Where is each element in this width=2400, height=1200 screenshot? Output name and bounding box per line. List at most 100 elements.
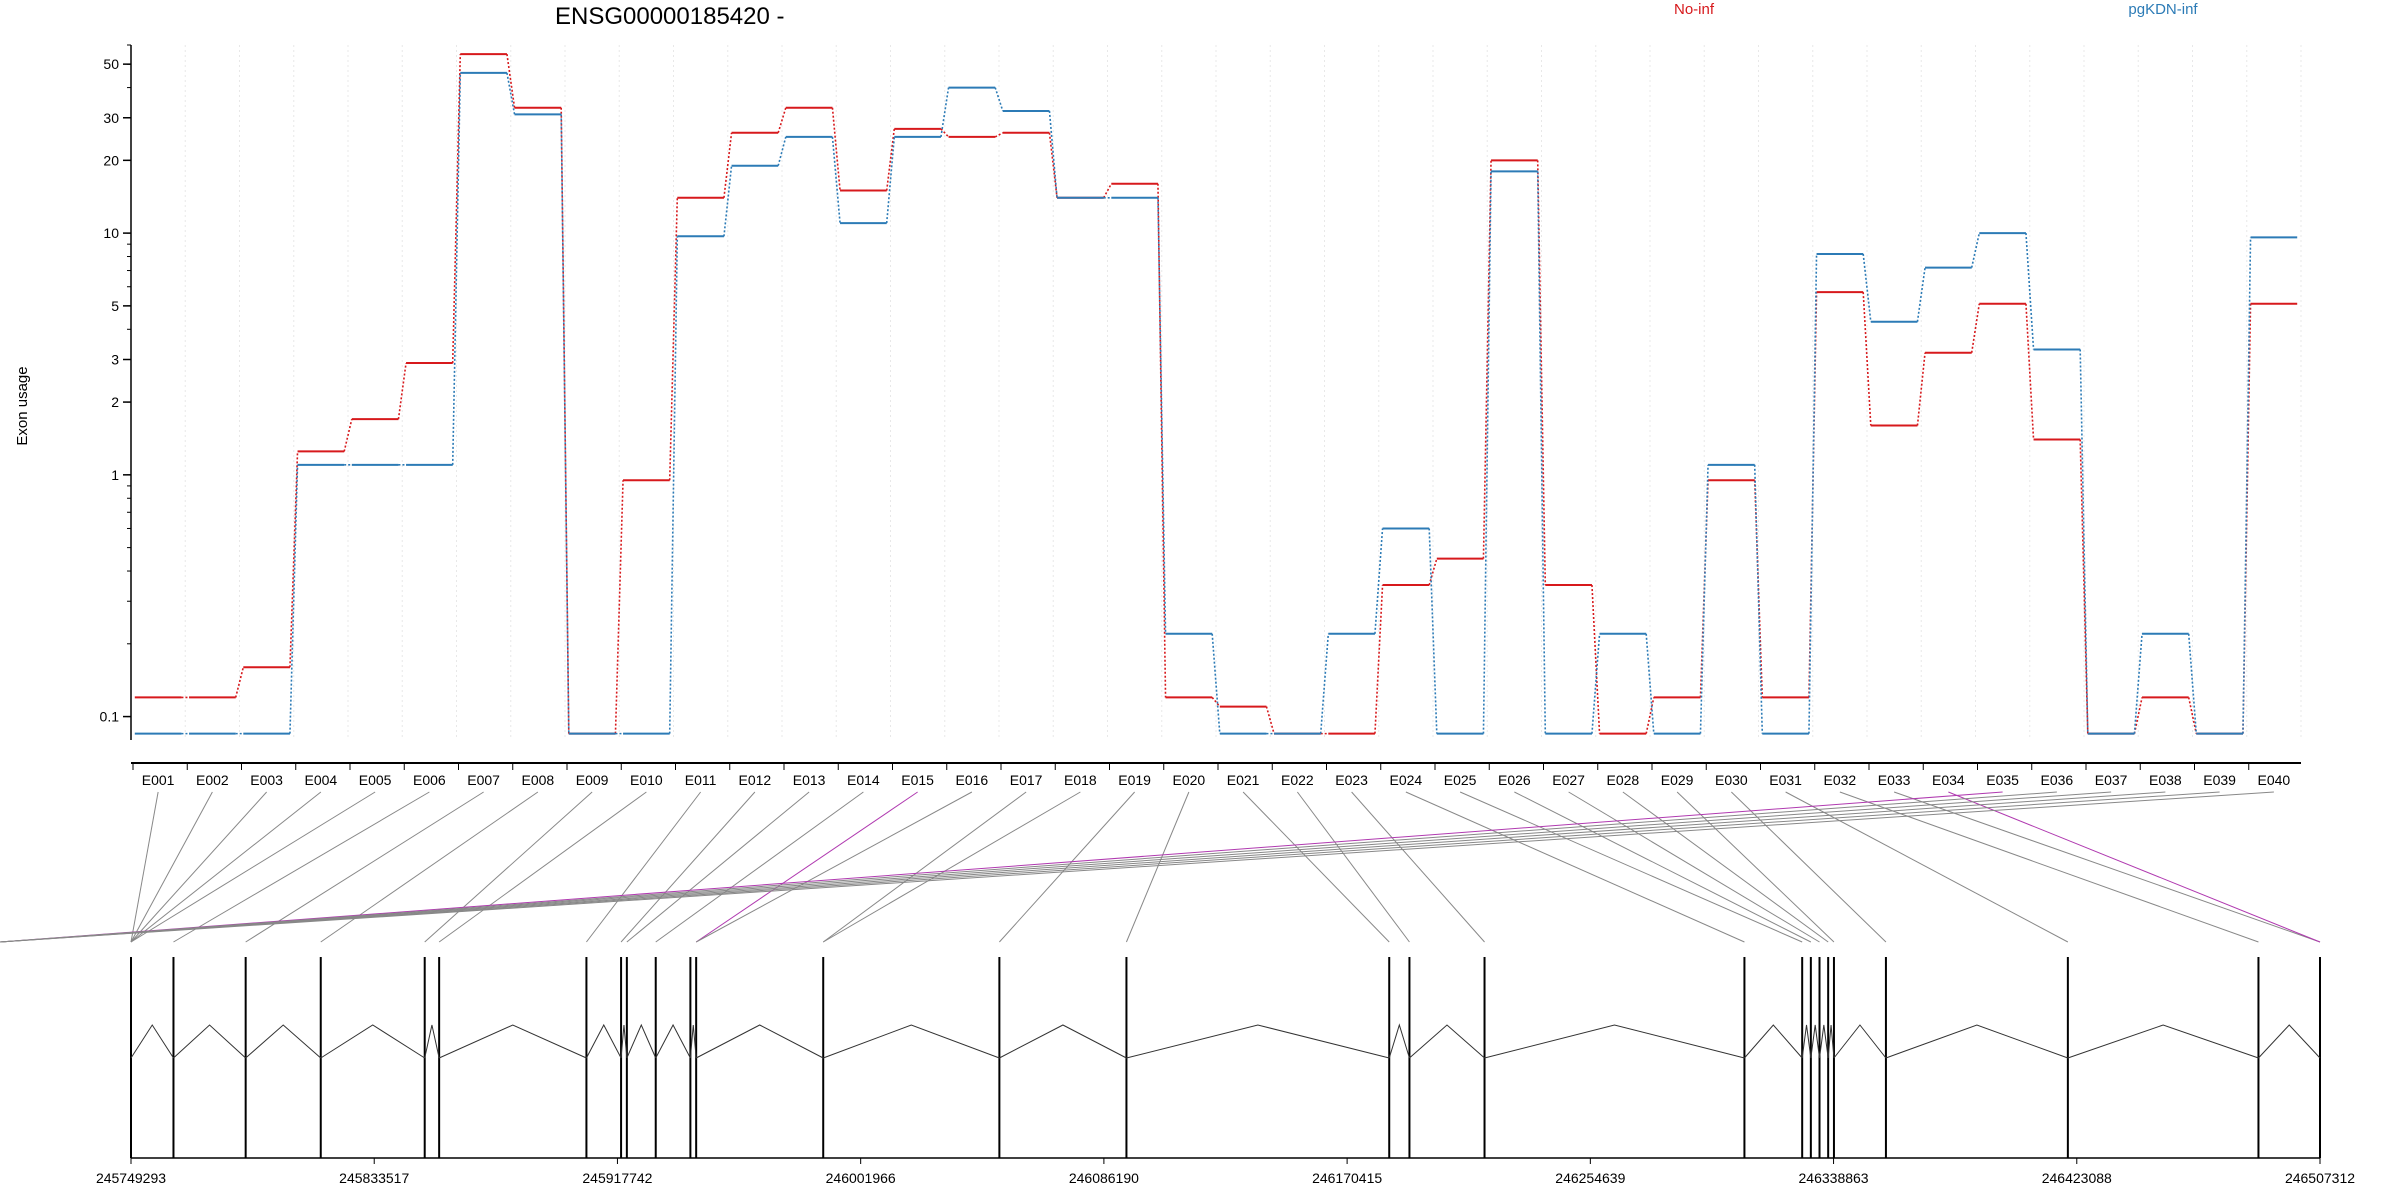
genome-tick-label: 246001966 [826,1170,896,1186]
x-tick-label: E016 [956,772,989,788]
x-tick-label: E033 [1878,772,1911,788]
y-tick-label: 5 [111,298,119,314]
exon-connector [723,132,733,198]
exon-connector [1319,633,1330,734]
y-tick-label: 30 [103,110,119,126]
legend-series-2: pgKDN-inf [2128,1,2198,18]
exon-connector [343,418,353,452]
exon-link [130,791,322,943]
x-tick-label: E001 [142,772,175,788]
exon-connector [994,87,1004,112]
intron-connector [1833,1024,1887,1059]
exon-link [130,791,213,943]
x-tick-label: E010 [630,772,663,788]
x-tick-label: E030 [1715,772,1748,788]
exon-link [320,791,539,943]
exon-connector [994,132,1004,138]
intron-connector [1388,1023,1410,1059]
x-tick-label: E014 [847,772,880,788]
exon-link [1296,791,1410,943]
intron-connector [626,1023,657,1059]
exon-link [695,791,973,943]
x-tick-label: E026 [1498,772,1531,788]
x-tick-label: E027 [1552,772,1585,788]
exon-link [1839,791,2259,943]
exon-link [655,791,864,943]
exon-connector [1970,303,1981,353]
exon-connector [2242,237,2252,734]
x-tick-label: E035 [1986,772,2019,788]
x-tick-label: E005 [359,772,392,788]
y-axis-title: Exon usage [14,366,31,445]
exon-connector [1157,197,1167,634]
exon-connector [1808,292,1818,698]
intron-connector [2258,1024,2321,1059]
exon-connector [1916,267,1926,322]
x-tick-label: E008 [522,772,555,788]
x-tick-label: E028 [1607,772,1640,788]
legend-series-1: No-inf [1674,1,1715,18]
exon-connector [2133,633,2143,734]
x-tick-label: E036 [2041,772,2074,788]
exon-connector [1157,183,1167,698]
y-tick-label: 0.1 [100,709,120,725]
x-tick-label: E039 [2203,772,2236,788]
exon-link [1622,791,1829,943]
exon-link [695,791,918,943]
exon-link [1568,791,1820,943]
exon-connector [2187,633,2198,734]
intron-connector [424,1024,440,1059]
exon-connector [1591,585,1601,734]
exon-connector [1048,110,1058,198]
exon-connector [668,236,679,734]
exon-link [1676,791,1835,943]
x-tick-label: E023 [1335,772,1368,788]
x-tick-label: E040 [2258,772,2291,788]
intron-connector [2067,1024,2259,1059]
genome-tick-label: 246086190 [1069,1170,1139,1186]
exon-link [1948,791,2321,943]
exon-link [626,791,810,943]
exon-link [438,791,647,943]
x-tick-label: E012 [739,772,772,788]
intron-connector [655,1023,691,1059]
y-tick-label: 1 [111,467,119,483]
x-tick-label: E003 [250,772,283,788]
exon-connector [940,128,950,138]
exon-connector [506,72,516,115]
x-tick-label: E024 [1390,772,1423,788]
x-tick-label: E017 [1010,772,1043,788]
exon-connector [1645,633,1655,734]
intron-connector [1810,1024,1821,1059]
genome-tick-label: 245749293 [96,1170,166,1186]
exon-connector [831,136,841,224]
genome-tick-label: 246338863 [1799,1170,1869,1186]
exon-connector [2025,233,2035,350]
series-lines [134,53,2298,735]
exon-connector [831,107,841,191]
exon-link [130,791,376,943]
exon-link [424,791,593,943]
genome-tick-label: 246254639 [1555,1170,1625,1186]
exon-connector [451,54,462,364]
vertical-grid [130,45,2302,740]
x-tick-label: E022 [1281,772,1314,788]
intron-connector [689,1024,697,1059]
exon-connector [234,667,245,698]
exon-link [822,791,1081,943]
gene-model [130,957,2321,1158]
exon-connector [1102,183,1113,199]
intron-connector [1744,1024,1803,1059]
exon-connector [1211,696,1221,708]
exon-connector [1482,160,1492,559]
x-tick-label: E006 [413,772,446,788]
exon-connector [1265,706,1275,734]
exon-connector [885,136,896,224]
exon-connector [1048,132,1058,198]
x-tick-label: E019 [1118,772,1151,788]
x-tick-label: E020 [1173,772,1206,788]
intron-connector [1885,1024,2069,1059]
exon-connector [1591,633,1601,734]
exon-link [173,791,430,943]
genome-axis: 245749293 245833517 245917742 246001966 2460… [96,1157,2355,1186]
